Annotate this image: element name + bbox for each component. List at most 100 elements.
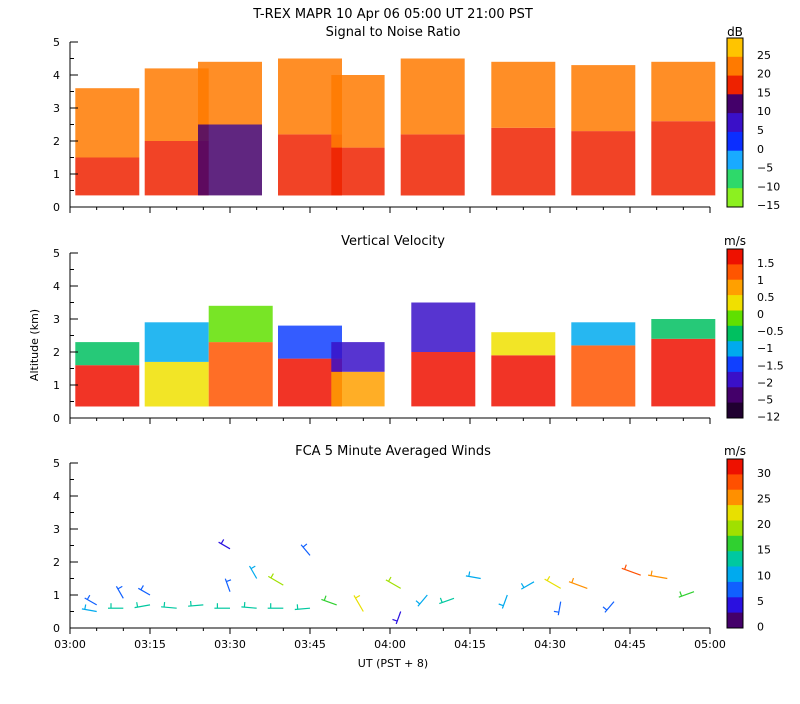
- colorbar-swatch-0-5: [727, 132, 743, 151]
- colorbar-swatch-2-4: [727, 521, 743, 537]
- wind-barb-11: [241, 607, 256, 608]
- y-tick-label-0-1: 1: [53, 168, 60, 181]
- x-tick-label-0: 03:00: [54, 638, 86, 651]
- heatmap-cell-1-7-0: [571, 345, 635, 406]
- colorbar-swatch-2-10: [727, 613, 743, 629]
- wind-barb-flag-19: [389, 577, 392, 581]
- y-tick-label-0-4: 4: [53, 69, 60, 82]
- wind-barb-16: [301, 545, 310, 556]
- wind-barb-flag-9: [226, 580, 231, 582]
- heatmap-cell-1-4-0: [331, 372, 384, 407]
- colorbar-swatch-2-6: [727, 551, 743, 567]
- colorbar-swatch-0-4: [727, 113, 743, 132]
- colorbar-swatch-2-9: [727, 597, 743, 613]
- colorbar-swatch-1-7: [727, 357, 743, 373]
- y-tick-label-0-3: 3: [53, 102, 60, 115]
- wind-barb-flag-29: [603, 607, 607, 610]
- wind-barb-0: [82, 609, 97, 612]
- x-axis-label: UT (PST + 8): [358, 657, 428, 670]
- colorbar-label-0-3: 10: [757, 105, 771, 118]
- wind-barb-flag-3: [118, 586, 122, 589]
- y-axis-label: Altitude (km): [28, 309, 41, 381]
- colorbar-label-2-6: 0: [757, 620, 764, 633]
- panel-title-vv: Vertical Velocity: [341, 234, 445, 249]
- y-tick-label-0-0: 0: [53, 201, 60, 214]
- colorbar-label-2-4: 10: [757, 569, 771, 582]
- y-tick-label-1-5: 5: [53, 247, 60, 260]
- wind-barb-flag-7: [191, 601, 192, 606]
- colorbar-swatch-1-2: [727, 280, 743, 296]
- wind-barb-flag-30: [625, 565, 627, 570]
- colorbar-swatch-1-9: [727, 387, 743, 403]
- heatmap-cell-1-1-1: [145, 322, 209, 362]
- wind-barb-flag-27: [547, 576, 550, 580]
- heatmap-cell-0-0-1: [75, 88, 139, 157]
- colorbar-swatch-2-2: [727, 490, 743, 506]
- colorbar-swatch-1-8: [727, 372, 743, 388]
- y-tick-label-0-2: 2: [53, 135, 60, 148]
- heatmap-cell-1-0-1: [75, 342, 139, 365]
- x-tick-label-2: 03:30: [214, 638, 246, 651]
- wind-barb-17: [321, 599, 336, 605]
- wind-barb-flag-10: [221, 539, 224, 543]
- wind-barb-flag-1: [87, 595, 90, 599]
- heatmap-cell-0-4-1: [331, 75, 384, 148]
- wind-barb-flag-5: [141, 585, 144, 589]
- heatmap-cell-0-7-0: [571, 131, 635, 195]
- y-tick-label-1-3: 3: [53, 313, 60, 326]
- colorbar-label-2-2: 20: [757, 518, 771, 531]
- heatmap-cell-1-8-1: [651, 319, 715, 339]
- heatmap-cell-0-6-1: [491, 62, 555, 128]
- x-tick-label-1: 03:15: [134, 638, 166, 651]
- colorbar-label-0-1: 20: [757, 68, 771, 81]
- y-tick-label-2-5: 5: [53, 457, 60, 470]
- y-tick-label-2-2: 2: [53, 556, 60, 569]
- wind-barb-flag-16: [303, 544, 307, 547]
- wind-barb-flag-22: [440, 598, 442, 603]
- heatmap-cell-0-2-0: [198, 125, 262, 196]
- heatmap-cell-0-8-0: [651, 121, 715, 195]
- y-tick-label-2-3: 3: [53, 523, 60, 536]
- y-tick-label-0-5: 5: [53, 36, 60, 49]
- colorbar-label-0-5: 0: [757, 143, 764, 156]
- wind-barb-flag-18: [356, 596, 360, 599]
- colorbar-label-1-6: −1.5: [757, 359, 784, 372]
- wind-barb-flag-23: [469, 572, 470, 577]
- wind-barb-flag-28: [572, 578, 574, 583]
- colorbar-swatch-2-8: [727, 582, 743, 598]
- heatmap-cell-1-4-1: [331, 342, 384, 372]
- wind-barb-flag-14: [271, 574, 274, 578]
- figure-title: T-REX MAPR 10 Apr 06 05:00 UT 21:00 PST: [252, 7, 533, 22]
- colorbar-swatch-0-7: [727, 169, 743, 188]
- y-tick-label-1-2: 2: [53, 346, 60, 359]
- colorbar-swatch-0-6: [727, 151, 743, 170]
- colorbar-swatch-2-7: [727, 567, 743, 583]
- wind-barb-1: [85, 598, 97, 605]
- colorbar-swatch-1-1: [727, 264, 743, 280]
- colorbar-swatch-1-5: [727, 326, 743, 342]
- heatmap-cell-1-1-0: [145, 362, 209, 407]
- wind-barb-flag-4: [137, 602, 138, 607]
- unit-snr: dB: [727, 25, 743, 39]
- colorbar-swatch-0-3: [727, 94, 743, 113]
- heatmap-cell-0-5-1: [401, 59, 465, 135]
- colorbar-label-0-2: 15: [757, 86, 771, 99]
- x-tick-label-5: 04:15: [454, 638, 486, 651]
- wind-barb-14: [268, 576, 283, 585]
- x-tick-label-6: 04:30: [534, 638, 566, 651]
- wind-barb-27: [545, 579, 561, 588]
- wind-barb-flag-21: [416, 601, 420, 604]
- heatmap-cell-1-5-1: [411, 303, 475, 353]
- x-tick-label-8: 05:00: [694, 638, 726, 651]
- wind-barb-23: [466, 576, 481, 579]
- colorbar-swatch-0-1: [727, 57, 743, 76]
- colorbar-label-0-4: 5: [757, 124, 764, 137]
- wind-barb-flag-32: [680, 592, 682, 597]
- heatmap-cell-1-2-0: [209, 342, 273, 406]
- colorbar-swatch-1-3: [727, 295, 743, 311]
- heatmap-cell-0-0-0: [75, 158, 139, 196]
- heatmap-cell-0-5-0: [401, 134, 465, 195]
- colorbar-label-0-6: −5: [757, 162, 773, 175]
- colorbar-label-1-2: 0.5: [757, 291, 775, 304]
